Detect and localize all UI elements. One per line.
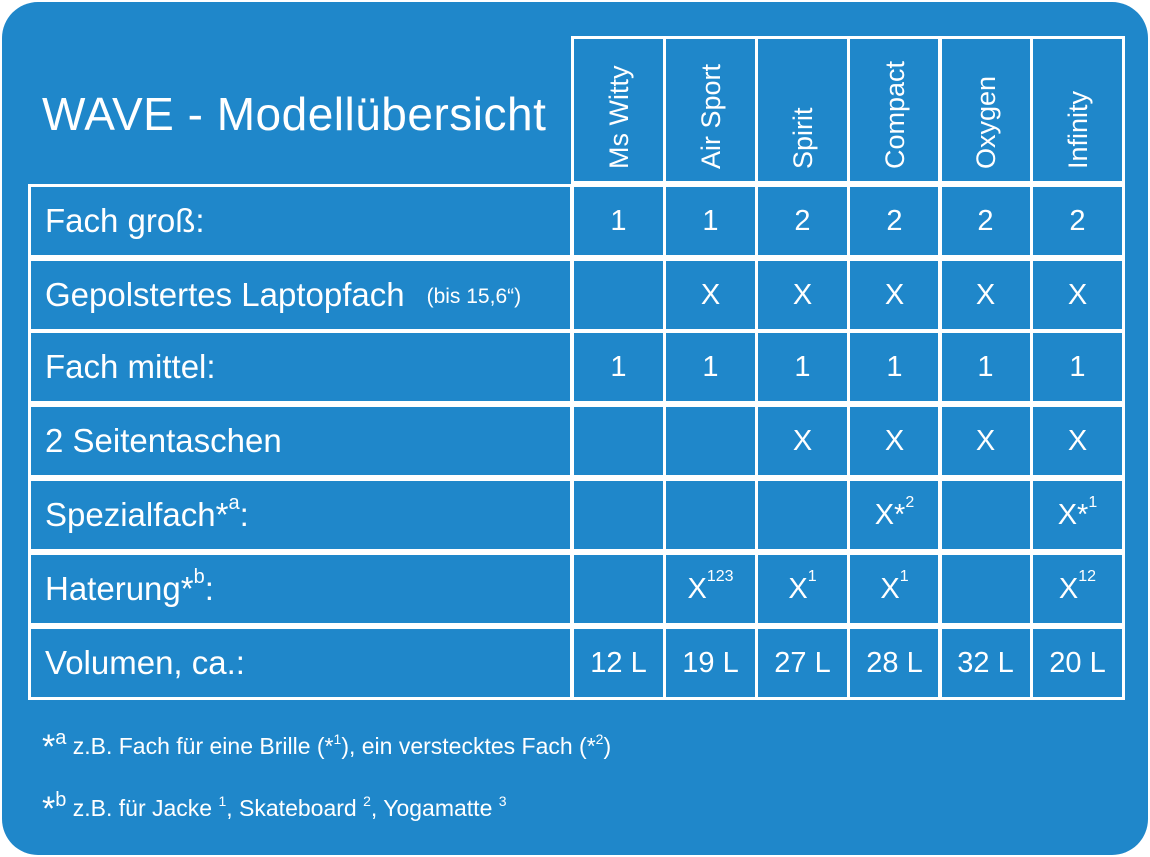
footnote-b: *b z.B. für Jacke 1, Skateboard 2, Yogam… [42,786,507,828]
row-label: Gepolstertes Laptopfach (bis 15,6“) [28,258,573,332]
model-column-header: Spirit [755,36,850,184]
table-cell: X [847,404,942,478]
footnote-a-mark: *a [42,727,67,766]
table-cell: 2 [1030,184,1125,258]
table-cell [663,404,758,478]
table-cell: 1 [1030,330,1125,404]
table-cell [571,404,666,478]
table-row: Haterung* b: X 123 X 1 X 1 X 12 [28,552,1125,626]
table-row: Fach mittel: 1 1 1 1 1 1 [28,330,1125,404]
model-column-header: Air Sport [663,36,758,184]
table-cell: X* 2 [847,478,942,552]
model-name: Compact [879,60,910,169]
table-row: 2 Seitentaschen X X X X [28,404,1125,478]
table-row: Spezialfach* a: X* 2 X* 1 [28,478,1125,552]
table-row: Fach groß: 1 1 2 2 2 2 [28,184,1125,258]
table-cell: X [938,258,1033,332]
footnote-b-mark: *b [42,789,67,828]
table-cell [755,478,850,552]
row-label: Fach mittel: [28,330,573,404]
model-column-header: Compact [847,36,942,184]
footnote-a: *a z.B. Fach für eine Brille (*1), ein v… [42,724,612,766]
model-column-header: Oxygen [938,36,1033,184]
table-cell: 1 [847,330,942,404]
table-cell: X [847,258,942,332]
table-cell: 1 [938,330,1033,404]
model-column-header: Ms Witty [571,36,666,184]
table-cell: 27 L [755,626,850,700]
table-cell [571,258,666,332]
table-cell: 12 L [571,626,666,700]
table-cell [571,478,666,552]
row-label-note: (bis 15,6“) [426,285,522,308]
table-cell [663,478,758,552]
model-column-header: Infinity [1030,36,1125,184]
row-label: Volumen, ca.: [28,626,573,700]
table-cell: 20 L [1030,626,1125,700]
footnote-a-text: z.B. Fach für eine Brille (*1), ein vers… [72,731,612,759]
model-name: Infinity [1062,90,1093,169]
table-cell [571,552,666,626]
footnote-b-text: z.B. für Jacke 1, Skateboard 2, Yogamatt… [72,793,507,821]
table-cell: 28 L [847,626,942,700]
table-cell: 2 [847,184,942,258]
row-label: 2 Seitentaschen [28,404,573,478]
row-label: Haterung* b: [28,552,573,626]
table-cell: X [755,404,850,478]
table-cell: 1 [663,330,758,404]
table-cell: 19 L [663,626,758,700]
model-name: Spirit [787,107,818,169]
page-title: WAVE - Modellübersicht [42,88,547,140]
model-name: Air Sport [695,63,726,169]
model-name: Oxygen [970,75,1001,169]
table-cell: 1 [663,184,758,258]
table-row: Gepolstertes Laptopfach (bis 15,6“) X X X X X [28,258,1125,332]
table-cell: X 12 [1030,552,1125,626]
table-cell: X 123 [663,552,758,626]
row-label: Spezialfach* a: [28,478,573,552]
table-cell: 1 [755,330,850,404]
table-cell: 2 [755,184,850,258]
table-cell: 1 [571,330,666,404]
table-row: Volumen, ca.: 12 L 19 L 27 L 28 L 32 L 20 L [28,626,1125,700]
table-cell [938,478,1033,552]
model-name: Ms Witty [603,65,634,169]
table-cell [938,552,1033,626]
table-cell: X [1030,258,1125,332]
table-cell: X [755,258,850,332]
table-cell: X [663,258,758,332]
table-cell: 32 L [938,626,1033,700]
table-cell: X* 1 [1030,478,1125,552]
table-cell: 2 [938,184,1033,258]
table-cell: 1 [571,184,666,258]
table-cell: X [1030,404,1125,478]
row-label: Fach groß: [28,184,573,258]
table-cell: X [938,404,1033,478]
